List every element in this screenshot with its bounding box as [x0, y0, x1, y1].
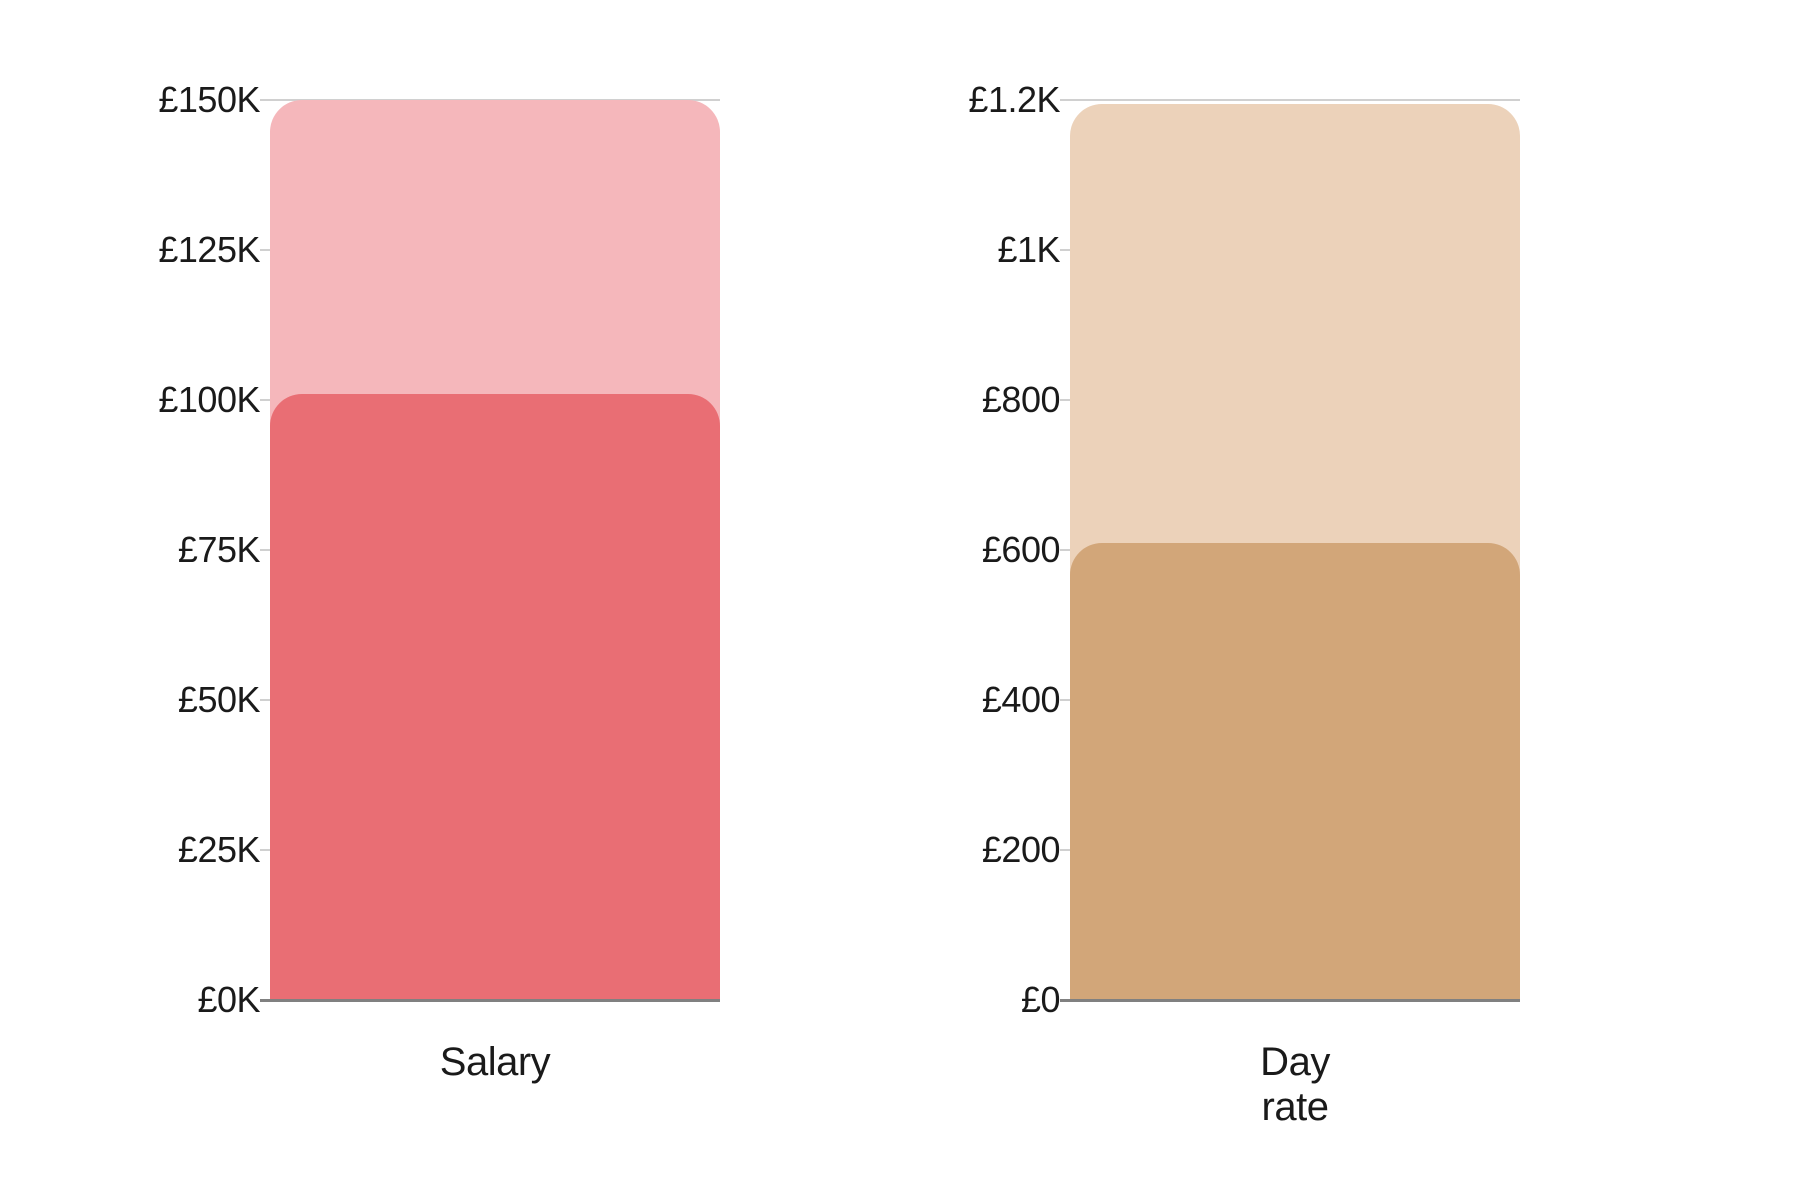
salary-ytick-100k: £100K	[120, 379, 260, 421]
salary-x-label: Salary	[440, 1040, 550, 1085]
ytick-label: £0K	[120, 979, 260, 1021]
dayrate-x-label: Day rate	[1260, 1040, 1330, 1130]
ytick-label: £1.2K	[920, 79, 1060, 121]
ytick-label: £125K	[120, 229, 260, 271]
ytick-label: £0	[920, 979, 1060, 1021]
baseline	[260, 999, 720, 1002]
ytick-label: £150K	[120, 79, 260, 121]
salary-bar-inner-fill	[270, 394, 720, 1000]
ytick-label: £800	[920, 379, 1060, 421]
ytick-label: £600	[920, 529, 1060, 571]
baseline	[1060, 999, 1520, 1002]
dayrate-ytick-200: £200	[920, 829, 1060, 871]
ytick-label: £25K	[120, 829, 260, 871]
dayrate-bar-inner-fill	[1070, 543, 1520, 1001]
salary-ytick-50k: £50K	[120, 679, 260, 721]
salary-ytick-25k: £25K	[120, 829, 260, 871]
ytick-label: £75K	[120, 529, 260, 571]
salary-ytick-75k: £75K	[120, 529, 260, 571]
dayrate-bar-inner	[1070, 543, 1520, 1001]
salary-ytick-0k: £0K	[120, 979, 260, 1021]
dayrate-ytick-800: £800	[920, 379, 1060, 421]
salary-ytick-125k: £125K	[120, 229, 260, 271]
dayrate-ytick-1000: £1K	[920, 229, 1060, 271]
ytick-label: £100K	[120, 379, 260, 421]
dayrate-ytick-600: £600	[920, 529, 1060, 571]
ytick-label: £50K	[120, 679, 260, 721]
dayrate-ytick-400: £400	[920, 679, 1060, 721]
ytick-label: £1K	[920, 229, 1060, 271]
dayrate-plot-area	[1070, 100, 1520, 1000]
salary-plot-area	[270, 100, 720, 1000]
ytick-label: £400	[920, 679, 1060, 721]
dayrate-ytick-1200: £1.2K	[920, 79, 1060, 121]
salary-ytick-150k: £150K	[120, 79, 260, 121]
ytick-label: £200	[920, 829, 1060, 871]
salary-bar-inner	[270, 394, 720, 1000]
dayrate-ytick-0: £0	[920, 979, 1060, 1021]
